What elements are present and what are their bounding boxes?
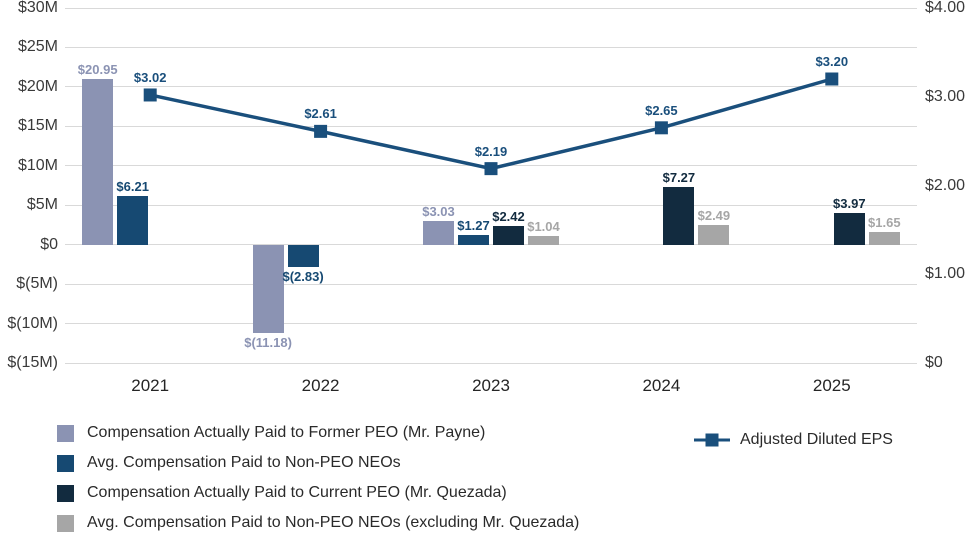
- eps-marker: [825, 72, 839, 86]
- y-axis-tick-label-left: $(10M): [7, 314, 58, 332]
- y-axis-tick-label-left: $0: [40, 235, 58, 253]
- bar-value-label: $7.27: [662, 170, 696, 186]
- gridline: [65, 46, 917, 48]
- eps-marker: [484, 162, 498, 176]
- legend-swatch: [57, 484, 74, 502]
- bar-value-label: $1.27: [457, 217, 490, 233]
- bar-2021-series-0: [82, 79, 114, 245]
- legend-swatch: [57, 514, 74, 532]
- bar-2024-series-3: [698, 225, 730, 245]
- y-axis-tick-label-left: $15M: [17, 117, 58, 135]
- bar-2025-series-2: [833, 213, 865, 245]
- gridline: [65, 7, 917, 9]
- legend-item: Compensation Actually Paid to Current PE…: [57, 483, 507, 503]
- bar-2022-series-1: [287, 244, 319, 267]
- bar-value-label: $1.65: [868, 214, 901, 230]
- y-axis-tick-label-left: $30M: [17, 0, 58, 16]
- legend-label: Compensation Actually Paid to Current PE…: [87, 484, 507, 501]
- bar-2023-series-1: [458, 234, 489, 245]
- gridline: [65, 323, 917, 325]
- y-axis-tick-label-left: $20M: [17, 77, 58, 95]
- bar-value-label: $6.21: [116, 178, 149, 194]
- legend-label: Adjusted Diluted EPS: [740, 431, 893, 448]
- legend-item: Compensation Actually Paid to Former PEO…: [57, 423, 485, 443]
- x-axis-label-2021: 2021: [131, 376, 170, 395]
- legend-label: Avg. Compensation Paid to Non-PEO NEOs (…: [87, 514, 580, 531]
- x-axis-label-2022: 2022: [301, 376, 340, 395]
- bar-2023-series-0: [423, 220, 454, 245]
- bar-value-label: $(11.18): [244, 334, 292, 350]
- bar-2022-series-0: [252, 244, 284, 333]
- bar-2021-series-1: [117, 195, 149, 245]
- x-axis-label-2025: 2025: [812, 376, 851, 395]
- bar-value-label: $3.03: [422, 203, 455, 219]
- y-axis-tick-label-right: $3.00: [925, 87, 966, 105]
- eps-value-label: $2.61: [304, 106, 337, 122]
- y-axis-tick-label-left: $(15M): [7, 354, 58, 371]
- y-axis-tick-label-left: $25M: [17, 38, 58, 56]
- gridline: [65, 125, 917, 127]
- bar-2023-series-2: [493, 225, 524, 245]
- legend-item: Avg. Compensation Paid to Non-PEO NEOs (…: [57, 513, 579, 533]
- bar-value-label: $2.49: [697, 208, 731, 224]
- y-axis-tick-label-right: $1.00: [925, 265, 966, 283]
- y-axis-tick-label-left: $(5M): [16, 275, 58, 293]
- bar-value-label: $2.42: [492, 208, 525, 224]
- eps-marker: [143, 88, 157, 102]
- eps-marker: [654, 121, 668, 135]
- bar-2024-series-2: [663, 187, 695, 245]
- y-axis-tick-label-right: $2.00: [925, 176, 966, 194]
- eps-value-label: $3.02: [133, 69, 167, 85]
- legend-item-eps: Adjusted Diluted EPS: [694, 430, 893, 450]
- legend-swatch: [57, 454, 74, 472]
- y-axis-tick-label-left: $10M: [17, 156, 58, 174]
- eps-value-label: $2.65: [645, 102, 678, 118]
- gridline: [65, 362, 917, 364]
- gridline: [65, 244, 917, 246]
- gridline: [65, 86, 917, 88]
- x-axis-label-2024: 2024: [642, 376, 681, 395]
- legend-label: Avg. Compensation Paid to Non-PEO NEOs: [87, 454, 401, 471]
- gridline: [65, 283, 917, 285]
- legend-label: Compensation Actually Paid to Former PEO…: [87, 424, 486, 441]
- eps-value-label: $3.20: [815, 54, 849, 69]
- bar-value-label: $(2.83): [282, 268, 324, 284]
- legend-swatch: [57, 424, 74, 442]
- eps-line-marker-icon: [694, 433, 730, 447]
- eps-marker: [314, 124, 328, 138]
- bar-value-label: $20.95: [77, 62, 118, 78]
- eps-value-label: $2.19: [474, 143, 508, 159]
- bar-2023-series-3: [528, 236, 559, 245]
- y-axis-tick-label-right: $4.00: [925, 0, 966, 16]
- bar-value-label: $3.97: [833, 196, 866, 212]
- bar-value-label: $1.04: [527, 219, 560, 235]
- legend-item: Avg. Compensation Paid to Non-PEO NEOs: [57, 453, 401, 473]
- y-axis-tick-label-left: $5M: [26, 196, 58, 214]
- y-axis-tick-label-right: $0: [925, 354, 943, 371]
- x-axis-label-2023: 2023: [472, 376, 510, 395]
- bar-2025-series-3: [868, 231, 900, 245]
- gridline: [65, 204, 917, 206]
